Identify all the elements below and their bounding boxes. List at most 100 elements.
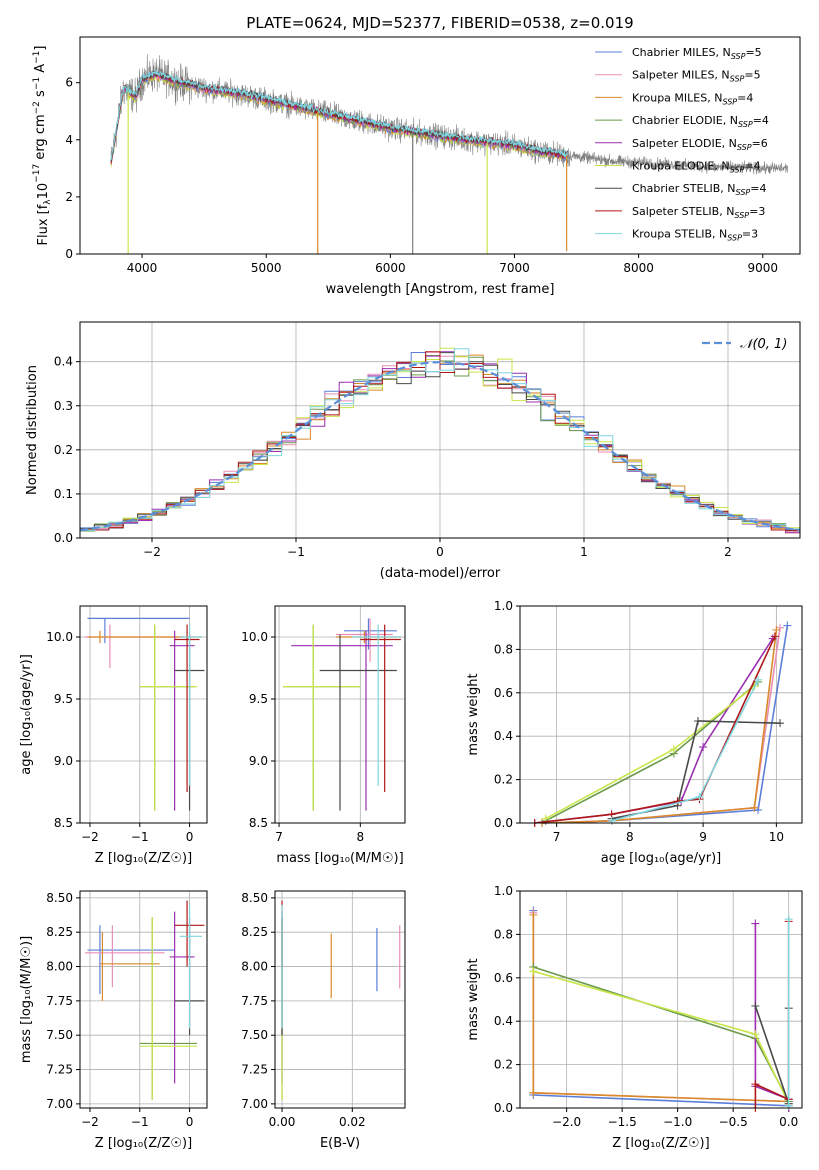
- weight-vs-Z-marker-2-1: [529, 1088, 538, 1097]
- mass-vs-ebv-xlabel: E(B-V): [320, 1136, 360, 1151]
- weight-vs-age-marker-2-2: [750, 803, 759, 812]
- spectrum-legend-suffix-4: =6: [752, 137, 768, 150]
- mass-vs-Z-ytick-label-4: 8.00: [46, 960, 73, 974]
- age-vs-Z-xlabel: Z [log₁₀(Z/Z☉)]: [95, 851, 192, 866]
- spectrum-ylabel-part-2: 10: [36, 183, 51, 200]
- weight-vs-Z-line-7: [754, 921, 790, 1108]
- residuals-ylabel: Normed distribution: [25, 365, 40, 495]
- residuals-xlabel: (data-model)/error: [380, 566, 501, 581]
- spectrum-legend-sub-7: SSP: [734, 211, 749, 220]
- spectrum-legend-sub-6: SSP: [736, 188, 751, 197]
- weight-vs-Z-marker-8-1: [784, 915, 793, 924]
- spectrum-ylabel-part-8: A: [33, 64, 48, 77]
- weight-vs-age-ytick-label-0: 0.0: [494, 816, 513, 830]
- spectrum-ylabel-part-3: −17: [32, 164, 42, 183]
- spectrum-legend-label-1: Salpeter MILES, NSSP=5: [632, 69, 761, 84]
- weight-vs-Z-xlabel: Z [log₁₀(Z/Z☉)]: [612, 1136, 709, 1151]
- mass-vs-ebv-ytick-label-4: 8.00: [241, 960, 268, 974]
- weight-vs-Z-xtick-label-3: −0.5: [719, 1115, 748, 1129]
- weight-vs-age-marker-8-1: [695, 792, 704, 801]
- weight-vs-Z-ylabel: mass weight: [466, 958, 481, 1040]
- weight-vs-Z-frame: [519, 890, 803, 1109]
- age-vs-Z-xtick-label-0: −2: [81, 830, 99, 844]
- mass-vs-ebv-ytick-label-3: 7.75: [241, 994, 268, 1008]
- mass-vs-ebv-ytick-label-5: 8.25: [241, 925, 268, 939]
- weight-vs-Z-marker-2-0: [529, 910, 538, 919]
- spectrum-xtick-label-1: 5000: [251, 261, 282, 275]
- age-vs-mass-xtick-label-1: 8: [356, 830, 364, 844]
- weight-vs-age-line-5: [545, 685, 755, 820]
- spectrum-legend-name-5: Kroupa ELODIE, N: [632, 160, 730, 173]
- residuals-xtick-label-4: 2: [724, 545, 732, 559]
- weight-vs-Z-marker-8-0: [784, 1101, 793, 1110]
- spectrum-legend-sub-3: SSP: [738, 120, 753, 129]
- weight-vs-Z-line-2: [532, 914, 790, 1108]
- spectrum-model-kroupa-stelib: [110, 69, 569, 161]
- weight-vs-age-marker-1-3: [776, 623, 785, 632]
- weight-vs-age-marker-7-4: [770, 632, 779, 641]
- spectrum-legend-sub-8: SSP: [727, 234, 742, 243]
- mass-vs-ebv-ytick-label-6: 8.50: [241, 891, 268, 905]
- mass-vs-Z-ytick-label-6: 8.50: [46, 891, 73, 905]
- mass-vs-ebv-ytick-label-0: 7.00: [241, 1097, 268, 1111]
- mass-vs-Z-ytick-label-1: 7.25: [46, 1063, 73, 1077]
- weight-vs-age-marker-0-3: [783, 621, 792, 630]
- mass-vs-Z-axes: −2 −1 0 7.00 7.25 7.50 7.75 8.00 8.25 8.50 Z [log₁…: [19, 891, 207, 1151]
- spectrum-legend-label-2: Kroupa MILES, NSSP=4: [632, 91, 753, 106]
- mass-vs-Z-ytick-label-2: 7.50: [46, 1028, 73, 1042]
- age-vs-mass-xlabel: mass [log₁₀(M/M☉)]: [276, 851, 403, 866]
- spectrum-legend-suffix-2: =4: [737, 91, 753, 104]
- age-vs-mass-points: [283, 618, 401, 811]
- weight-vs-age-marker-5-1: [669, 745, 678, 754]
- spectrum-legend-suffix-8: =3: [742, 228, 758, 241]
- mass-vs-Z-ytick-label-0: 7.00: [46, 1097, 73, 1111]
- weight-vs-age-marker-4-3: [699, 743, 708, 752]
- spectrum-legend-name-3: Chabrier ELODIE, N: [632, 114, 738, 127]
- weight-vs-Z-line-4: [754, 923, 790, 1108]
- mass-vs-Z-points: [84, 900, 205, 1100]
- residuals-frame: [79, 321, 801, 539]
- age-vs-mass-ytick-label-2: 9.5: [249, 692, 268, 706]
- spectrum-legend-sub-2: SSP: [722, 97, 737, 106]
- spectrum-legend-label-5: Kroupa ELODIE, NSSP=4: [632, 160, 761, 175]
- weight-vs-Z-marker-5-1: [751, 1030, 760, 1039]
- spectrum-legend-name-6: Chabrier STELIB, N: [632, 182, 736, 195]
- spectrum-legend-sub-1: SSP: [730, 75, 745, 84]
- spectrum-legend-label-3: Chabrier ELODIE, NSSP=4: [632, 114, 769, 129]
- spectrum-legend-name-4: Salpeter ELODIE, N: [632, 137, 737, 150]
- age-vs-Z-points: [84, 617, 205, 811]
- weight-vs-Z-ytick-label-5: 1.0: [494, 884, 513, 898]
- spectrum-legend-suffix-1: =5: [744, 69, 760, 82]
- weight-vs-Z-series: [529, 906, 793, 1112]
- weight-vs-age-line-3: [545, 681, 759, 822]
- spectrum-legend-suffix-3: =4: [753, 114, 769, 127]
- mass-vs-ebv-xtick-label-1: 0.02: [339, 1115, 366, 1129]
- weight-vs-Z-ytick-label-4: 0.8: [494, 927, 513, 941]
- weight-vs-Z-marker-4-0: [751, 919, 760, 928]
- mass-vs-Z-xtick-label-1: −1: [131, 1115, 149, 1129]
- age-vs-Z-ytick-label-3: 10.0: [46, 630, 73, 644]
- spectrum-legend-label-0: Chabrier MILES, NSSP=5: [632, 46, 762, 61]
- spectrum-data-line: [110, 54, 788, 254]
- weight-vs-age-ytick-label-5: 1.0: [494, 599, 513, 613]
- age-vs-Z-xtick-label-2: 0: [186, 830, 194, 844]
- weight-vs-age-marker-6-3: [776, 719, 785, 728]
- weight-vs-age-xtick-label-1: 8: [626, 830, 634, 844]
- weight-vs-age-marker-8-2: [754, 675, 763, 684]
- weight-vs-age-ylabel: mass weight: [466, 673, 481, 755]
- weight-vs-Z-ytick-label-1: 0.2: [494, 1058, 513, 1072]
- weight-vs-Z-marker-7-1: [751, 1080, 760, 1089]
- age-vs-Z-ytick-label-1: 9.0: [54, 754, 73, 768]
- age-vs-Z-ytick-label-0: 8.5: [54, 816, 73, 830]
- weight-vs-age-xtick-label-0: 7: [553, 830, 561, 844]
- residuals-hist-kroupa-stelib: [80, 348, 800, 533]
- spectrum-ytick-label-0: 0: [65, 247, 73, 261]
- weight-vs-age-ytick-label-4: 0.8: [494, 642, 513, 656]
- weight-vs-Z-xtick-label-1: −1.5: [608, 1115, 637, 1129]
- mass-vs-ebv-xtick-label-0: 0.00: [269, 1115, 296, 1129]
- spectrum-legend-label-7: Salpeter STELIB, NSSP=3: [632, 205, 765, 220]
- spectrum-model-chabrier-stelib: [110, 70, 569, 162]
- weight-vs-age-axes: 7 8 9 10 0.0 0.2 0.4 0.6 0.8 1.0 age [log₁₀(age/yr…: [466, 599, 802, 866]
